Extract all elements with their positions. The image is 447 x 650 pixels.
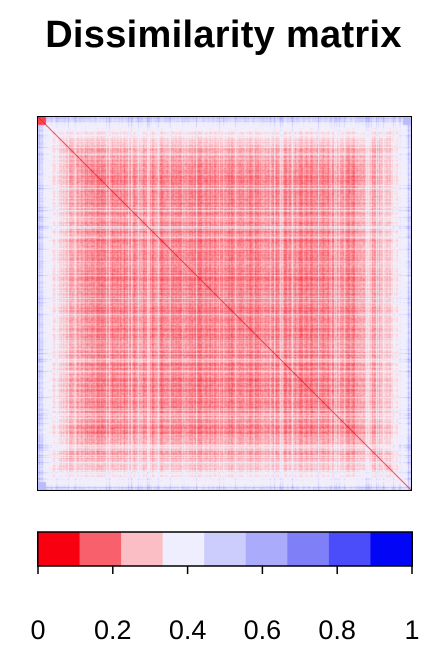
colorbar-bin (38, 532, 81, 566)
colorbar-tick-label: 0.8 (318, 615, 356, 645)
colorbar-bin (328, 532, 371, 566)
colorbar (37, 531, 413, 574)
colorbar-tick-label: 0 (30, 615, 46, 645)
colorbar-bin (162, 532, 205, 566)
colorbar-bin (121, 532, 164, 566)
colorbar-border (37, 531, 413, 567)
colorbar-bin (245, 532, 288, 566)
heatmap-cells (38, 117, 411, 490)
colorbar-bin (204, 532, 247, 566)
colorbar-bin (370, 532, 413, 566)
colorbar-tick-label: 0.4 (168, 615, 207, 645)
colorbar-tick-label: 0.6 (243, 615, 282, 645)
chart-title: Dissimilarity matrix (45, 14, 402, 56)
colorbar-bin (287, 532, 330, 566)
heatmap (37, 116, 412, 491)
colorbar-bin (79, 532, 122, 566)
colorbar-tick-label: 0.2 (94, 615, 132, 645)
colorbar-tick-label: 1 (404, 615, 420, 645)
